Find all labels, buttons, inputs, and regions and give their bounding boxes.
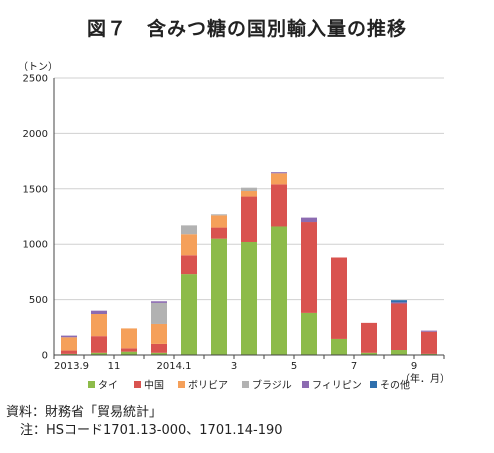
y-axis-unit-label: （トン）	[18, 62, 58, 73]
bar-segment	[121, 351, 137, 355]
legend-swatch	[370, 381, 377, 388]
y-tick-label: 2000	[23, 129, 48, 140]
bar-segment	[421, 330, 437, 332]
bar-segment	[181, 225, 197, 235]
bar-segment	[391, 302, 407, 304]
y-tick-label: 0	[42, 351, 48, 362]
x-tick-label: 3	[231, 361, 237, 372]
bar-segment	[151, 343, 167, 353]
bar-segment	[121, 348, 137, 352]
bar-segment	[331, 338, 347, 355]
legend-label: 中国	[144, 379, 164, 392]
x-tick-label: 9	[411, 361, 417, 372]
bar-segment	[151, 352, 167, 355]
bar-segment	[301, 222, 317, 313]
legend-label: ボリビア	[188, 380, 228, 392]
bar-segment	[391, 303, 407, 351]
source-note: 資料：財務省「貿易統計」	[6, 405, 163, 420]
bar-segment	[241, 241, 257, 355]
legend-label: フィリピン	[312, 380, 362, 392]
bar-segment	[271, 173, 287, 185]
bar-segment	[91, 352, 107, 355]
bar-segment	[211, 214, 227, 216]
chart-notes: 資料：財務省「貿易統計」 注：HSコード1701.13-000、1701.14-…	[6, 404, 283, 440]
bar-segment	[211, 215, 227, 228]
bar-segment	[271, 184, 287, 227]
bar-segment	[121, 328, 137, 349]
bar-segment	[91, 310, 107, 315]
bar-segment	[241, 191, 257, 197]
bar-segment	[361, 352, 377, 355]
x-tick-label: 2013.9	[54, 361, 89, 372]
bar-segment	[391, 300, 407, 303]
bar-segment	[151, 302, 167, 324]
legend-label: その他	[380, 379, 410, 392]
chart-title: 図７ 含みつ糖の国別輸入量の推移	[86, 18, 407, 40]
bar-segment	[181, 234, 197, 256]
bar-segment	[361, 322, 377, 353]
bar-segment	[301, 312, 317, 355]
bar-segment	[151, 301, 167, 303]
bar-segment	[241, 196, 257, 242]
y-tick-label: 500	[29, 295, 48, 306]
bar-segment	[271, 172, 287, 174]
bar-segment	[91, 314, 107, 337]
legend-swatch	[88, 381, 95, 388]
bar-segment	[61, 337, 77, 351]
bar-segment	[61, 350, 77, 354]
legend-swatch	[178, 381, 185, 388]
legend-swatch	[302, 381, 309, 388]
y-tick-label: 1000	[23, 240, 48, 251]
hs-code-note: 注：HSコード1701.13-000、1701.14-190	[20, 423, 283, 438]
x-tick-label: 5	[291, 361, 297, 372]
legend-swatch	[134, 381, 141, 388]
bar-segment	[391, 350, 407, 355]
bar-segment	[181, 255, 197, 275]
bar-segment	[421, 353, 437, 355]
bar-segment	[91, 336, 107, 353]
bar-segment	[211, 238, 227, 355]
legend-swatch	[242, 381, 249, 388]
x-tick-label: 11	[108, 361, 121, 372]
bar-segment	[151, 323, 167, 344]
legend-label: ブラジル	[252, 379, 292, 392]
legend-label: タイ	[98, 380, 118, 392]
y-tick-label: 1500	[23, 184, 48, 195]
bar-segment	[61, 353, 77, 355]
bar-segment	[421, 331, 437, 354]
bar-segment	[61, 335, 77, 338]
bar-segment	[301, 217, 317, 223]
bar-segment	[211, 227, 227, 239]
bar-segment	[241, 187, 257, 192]
bar-segment	[331, 257, 347, 339]
x-tick-label: 2014.1	[157, 361, 192, 372]
bar-segment	[181, 274, 197, 355]
x-axis-unit-label: （年．月）	[400, 372, 450, 385]
bar-segment	[271, 226, 287, 355]
y-tick-label: 2500	[23, 74, 48, 85]
x-tick-label: 7	[351, 361, 357, 372]
